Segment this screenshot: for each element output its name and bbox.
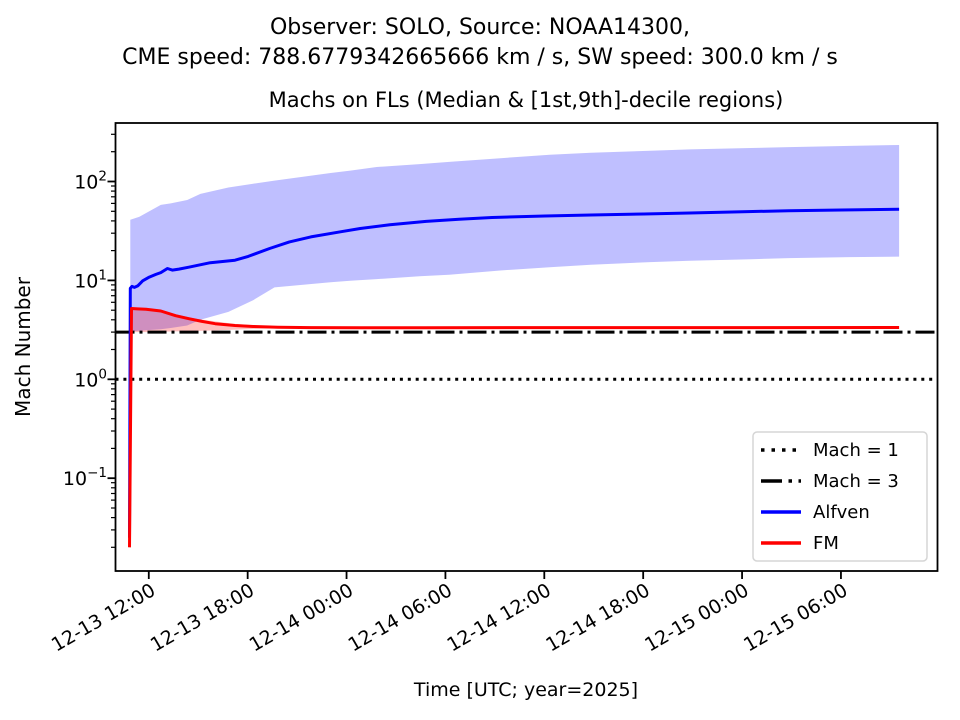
x-tick-label: 12-15 00:00 [641,579,752,656]
alfven-decile-band [130,145,900,332]
figure-suptitle-line2: CME speed: 788.6779342665666 km / s, SW … [122,45,838,70]
legend-label: FM [813,533,839,554]
legend-label: Mach = 1 [813,440,899,461]
fm-decile-band [131,307,328,333]
legend: Mach = 1 Mach = 3 Alfven FM [752,431,928,562]
x-tick-label: 12-14 00:00 [246,579,357,656]
legend-label: Mach = 3 [813,471,899,492]
fm-median-line [128,307,900,548]
axes-frame [114,122,939,572]
y-tick-label: 100 [74,366,107,391]
legend-label: Alfven [813,502,870,523]
x-tick-label: 12-14 18:00 [542,579,653,656]
x-tick-label: 12-14 06:00 [344,579,455,656]
x-tick-label: 12-13 18:00 [147,579,258,656]
axes-interior [115,145,938,548]
x-tick-label: 12-14 12:00 [443,579,554,656]
legend-entry: FM [761,533,839,554]
legend-entry: Alfven [761,502,870,523]
axes-title: Machs on FLs (Median & [1st,9th]-decile … [269,88,784,112]
x-tick-label: 12-13 12:00 [48,579,159,656]
legend-entry: Mach = 1 [761,440,899,461]
y-tick-label: 102 [74,169,107,194]
figure-suptitle-line1: Observer: SOLO, Source: NOAA14300, [270,15,690,40]
legend-box [752,431,928,562]
y-tick-label: 10−1 [63,465,107,490]
y-tick-label: 101 [74,267,107,292]
legend-entry: Mach = 3 [761,471,899,492]
alfven-median-line [128,207,900,538]
x-tick-label: 12-15 06:00 [740,579,851,656]
y-axis-label: Mach Number [11,276,35,417]
x-axis-label: Time [UTC; year=2025] [413,679,638,701]
